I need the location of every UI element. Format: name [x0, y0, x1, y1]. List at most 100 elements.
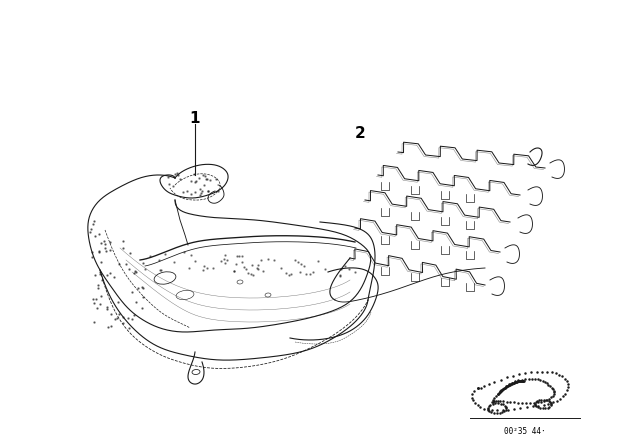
Point: [502, 383, 513, 390]
Point: [513, 377, 524, 384]
Point: [497, 386, 508, 393]
Point: [520, 370, 530, 377]
Point: [537, 368, 547, 375]
Point: [140, 265, 150, 272]
Point: [92, 295, 102, 302]
Point: [476, 384, 486, 392]
Point: [545, 383, 555, 390]
Point: [518, 377, 529, 384]
Point: [513, 399, 523, 406]
Point: [514, 370, 524, 378]
Point: [500, 402, 510, 409]
Point: [301, 270, 312, 277]
Point: [96, 258, 106, 266]
Point: [222, 257, 232, 264]
Point: [132, 285, 143, 292]
Point: [248, 271, 258, 278]
Point: [505, 398, 515, 405]
Point: [527, 375, 537, 383]
Point: [531, 403, 541, 410]
Point: [516, 377, 526, 384]
Point: [504, 381, 514, 388]
Point: [552, 397, 562, 405]
Point: [216, 257, 226, 264]
Point: [472, 402, 483, 409]
Point: [500, 384, 510, 391]
Point: [124, 266, 134, 273]
Point: [549, 389, 559, 396]
Point: [205, 177, 216, 184]
Point: [547, 384, 557, 391]
Point: [170, 171, 180, 178]
Point: [486, 408, 497, 415]
Point: [489, 397, 499, 405]
Point: [539, 396, 549, 403]
Point: [189, 258, 200, 265]
Point: [320, 265, 330, 272]
Point: [490, 400, 500, 407]
Text: 1: 1: [189, 111, 200, 125]
Point: [548, 399, 558, 406]
Point: [492, 409, 502, 417]
Point: [344, 265, 355, 272]
Point: [500, 383, 511, 391]
Point: [534, 396, 544, 404]
Point: [495, 397, 506, 405]
Point: [540, 379, 550, 386]
Point: [200, 172, 211, 179]
Point: [498, 386, 508, 393]
Point: [105, 270, 115, 277]
Point: [506, 381, 516, 388]
Point: [186, 251, 196, 258]
Point: [189, 171, 199, 178]
Point: [550, 370, 561, 377]
Point: [504, 382, 514, 389]
Point: [220, 251, 230, 258]
Point: [469, 388, 479, 395]
Point: [195, 186, 205, 193]
Point: [489, 379, 499, 386]
Point: [555, 395, 565, 402]
Point: [202, 264, 212, 271]
Point: [495, 388, 506, 395]
Point: [518, 377, 528, 384]
Point: [156, 267, 166, 274]
Point: [503, 406, 513, 413]
Point: [89, 217, 99, 224]
Point: [493, 389, 504, 396]
Point: [547, 392, 557, 399]
Point: [508, 372, 518, 379]
Point: [546, 401, 556, 408]
Point: [186, 190, 196, 197]
Point: [495, 376, 506, 383]
Point: [90, 233, 100, 240]
Point: [533, 402, 543, 409]
Point: [524, 375, 534, 383]
Point: [511, 379, 521, 386]
Point: [507, 379, 517, 386]
Point: [129, 269, 140, 276]
Point: [95, 292, 106, 299]
Point: [513, 378, 524, 385]
Point: [535, 405, 545, 412]
Point: [313, 258, 323, 265]
Point: [237, 258, 247, 265]
Point: [487, 406, 497, 414]
Point: [286, 271, 296, 278]
Point: [239, 263, 249, 271]
Point: [512, 378, 522, 385]
Point: [502, 374, 512, 381]
Point: [488, 398, 498, 405]
Point: [470, 400, 480, 407]
Point: [164, 181, 174, 188]
Point: [102, 304, 112, 311]
Point: [530, 401, 540, 409]
Point: [335, 272, 346, 279]
Point: [494, 409, 504, 416]
Point: [127, 289, 138, 296]
Point: [538, 401, 548, 409]
Point: [99, 237, 109, 245]
Point: [258, 268, 268, 275]
Point: [191, 177, 202, 185]
Point: [88, 253, 98, 260]
